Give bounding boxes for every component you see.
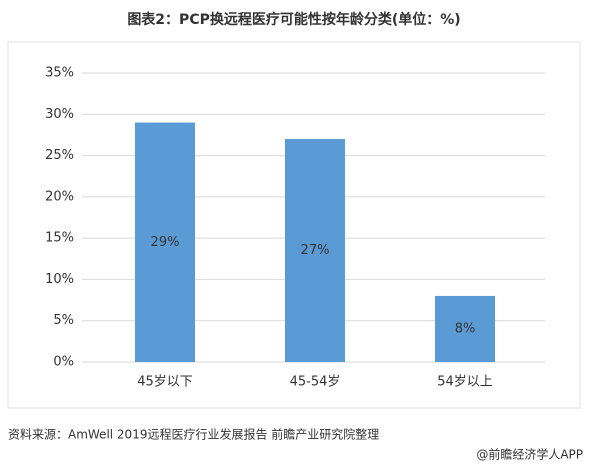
y-tick-label: 5% <box>53 313 74 328</box>
footer: @前瞻经济学人APP <box>476 447 583 462</box>
chart-frame <box>7 41 581 409</box>
value-label: 29% <box>151 235 180 250</box>
y-tick-label: 35% <box>45 66 74 81</box>
chart-title: 图表2：PCP换远程医疗可能性按年龄分类(单位：%) <box>127 11 460 28</box>
x-tick-label: 45-54岁 <box>290 375 341 390</box>
value-label: 27% <box>301 243 330 258</box>
y-tick-label: 0% <box>53 355 74 370</box>
x-tick-label: 54岁以上 <box>437 375 493 390</box>
y-tick-label: 20% <box>45 189 74 204</box>
bar <box>435 295 495 362</box>
y-tick-label: 25% <box>45 148 74 163</box>
x-tick-label: 45岁以下 <box>137 375 193 390</box>
bar <box>285 139 345 362</box>
y-tick-label: 10% <box>45 272 74 287</box>
y-tick-label: 30% <box>45 107 74 122</box>
value-label: 8% <box>455 321 476 336</box>
bar <box>135 122 195 363</box>
source-note: 资料来源：AmWell 2019远程医疗行业发展报告 前瞻产业研究院整理 <box>8 427 379 442</box>
y-tick-label: 15% <box>45 231 74 246</box>
